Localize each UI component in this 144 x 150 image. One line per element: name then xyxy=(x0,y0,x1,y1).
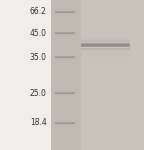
Bar xyxy=(55,13,75,14)
Bar xyxy=(55,91,75,92)
Bar xyxy=(55,92,75,93)
Bar xyxy=(81,46,130,47)
Bar xyxy=(0,0,51,150)
Bar xyxy=(81,54,130,55)
Bar xyxy=(55,31,75,32)
Bar xyxy=(51,0,81,150)
Bar xyxy=(81,50,130,51)
Bar xyxy=(55,123,75,124)
Bar xyxy=(81,56,130,57)
Bar xyxy=(81,38,130,39)
Bar xyxy=(81,39,130,40)
Bar xyxy=(55,10,75,11)
Bar xyxy=(81,51,130,52)
Bar xyxy=(55,58,75,59)
Bar xyxy=(55,33,75,34)
Bar xyxy=(55,32,75,33)
Bar xyxy=(55,124,75,125)
Bar xyxy=(55,12,75,13)
Bar xyxy=(55,11,75,12)
Bar xyxy=(81,41,130,42)
Text: 45.0: 45.0 xyxy=(30,28,47,38)
Bar xyxy=(55,94,75,95)
Bar xyxy=(81,43,130,44)
Bar xyxy=(55,93,75,94)
Bar xyxy=(55,121,75,122)
Bar xyxy=(81,57,130,58)
Bar xyxy=(81,52,130,53)
Bar xyxy=(55,56,75,57)
Bar xyxy=(81,58,130,59)
Text: 35.0: 35.0 xyxy=(30,52,47,62)
Bar xyxy=(51,0,144,150)
Bar xyxy=(55,34,75,35)
Bar xyxy=(55,122,75,123)
Bar xyxy=(55,57,75,58)
Bar xyxy=(81,52,130,53)
Bar xyxy=(81,45,130,46)
Text: 25.0: 25.0 xyxy=(30,88,47,98)
Bar xyxy=(81,55,130,56)
Bar xyxy=(81,59,130,60)
Bar xyxy=(81,53,130,54)
Bar xyxy=(81,47,130,48)
Text: 18.4: 18.4 xyxy=(30,118,47,127)
Bar xyxy=(81,44,130,45)
Bar xyxy=(81,48,130,49)
Text: 66.2: 66.2 xyxy=(30,8,47,16)
Bar xyxy=(81,42,130,43)
Bar xyxy=(81,49,130,50)
